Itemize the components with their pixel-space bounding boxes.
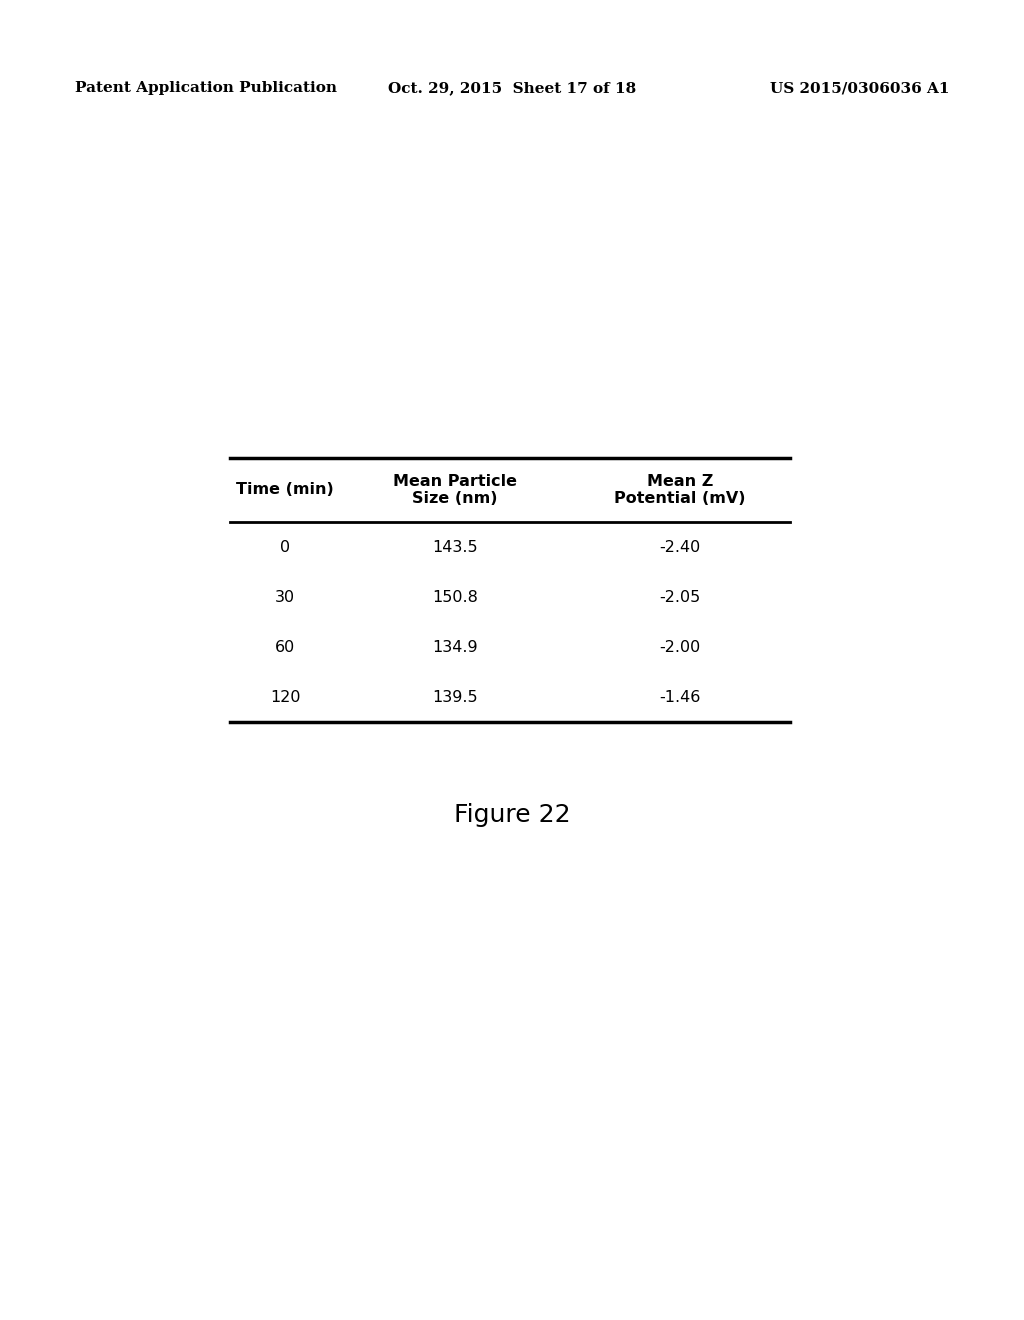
Text: Patent Application Publication: Patent Application Publication: [75, 81, 337, 95]
Text: 134.9: 134.9: [432, 639, 478, 655]
Text: 30: 30: [274, 590, 295, 605]
Text: 150.8: 150.8: [432, 590, 478, 605]
Text: 0: 0: [280, 540, 290, 554]
Text: Time (min): Time (min): [237, 483, 334, 498]
Text: 143.5: 143.5: [432, 540, 478, 554]
Text: Oct. 29, 2015  Sheet 17 of 18: Oct. 29, 2015 Sheet 17 of 18: [388, 81, 636, 95]
Text: Figure 22: Figure 22: [454, 803, 570, 828]
Text: US 2015/0306036 A1: US 2015/0306036 A1: [770, 81, 950, 95]
Text: 60: 60: [274, 639, 295, 655]
Text: 120: 120: [269, 689, 300, 705]
Text: -2.40: -2.40: [659, 540, 700, 554]
Text: -2.00: -2.00: [659, 639, 700, 655]
Text: 139.5: 139.5: [432, 689, 478, 705]
Text: Mean Particle
Size (nm): Mean Particle Size (nm): [393, 474, 517, 506]
Text: -2.05: -2.05: [659, 590, 700, 605]
Text: -1.46: -1.46: [659, 689, 700, 705]
Text: Mean Z
Potential (mV): Mean Z Potential (mV): [614, 474, 745, 506]
